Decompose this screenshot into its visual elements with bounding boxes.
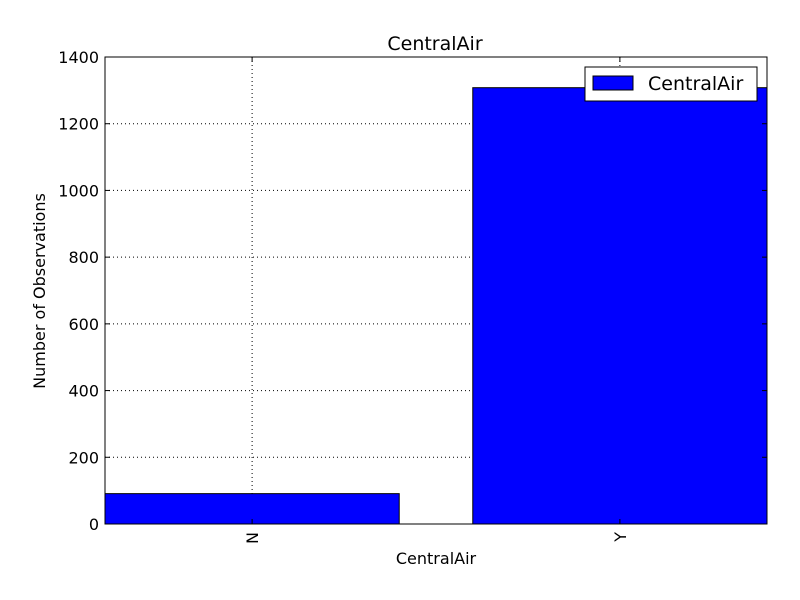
tick-marks [105,56,767,525]
plot-area [104,56,768,525]
y-tick-label: 400 [68,382,99,401]
y-tick-label: 1200 [58,115,99,134]
legend-swatch [592,75,634,91]
legend-label: CentralAir [648,73,743,95]
y-tick-labels: 0 200 400 600 800 1000 1200 1400 [58,48,99,534]
bar-Y [472,87,768,525]
y-tick-label: 1000 [58,181,99,200]
y-tick-label: 0 [89,515,99,534]
y-axis-label: Number of Observations [30,193,49,389]
legend: CentralAir [584,66,758,102]
x-axis-label: CentralAir [396,549,477,568]
x-tick-label: N [243,532,262,544]
plot-frame [104,56,768,525]
chart-title: CentralAir [387,33,482,55]
y-tick-label: 200 [68,448,99,467]
y-tick-label: 600 [68,315,99,334]
y-tick-label: 1400 [58,48,99,67]
y-tick-label: 800 [68,248,99,267]
x-tick-label: Y [611,532,630,543]
bars [104,87,768,525]
